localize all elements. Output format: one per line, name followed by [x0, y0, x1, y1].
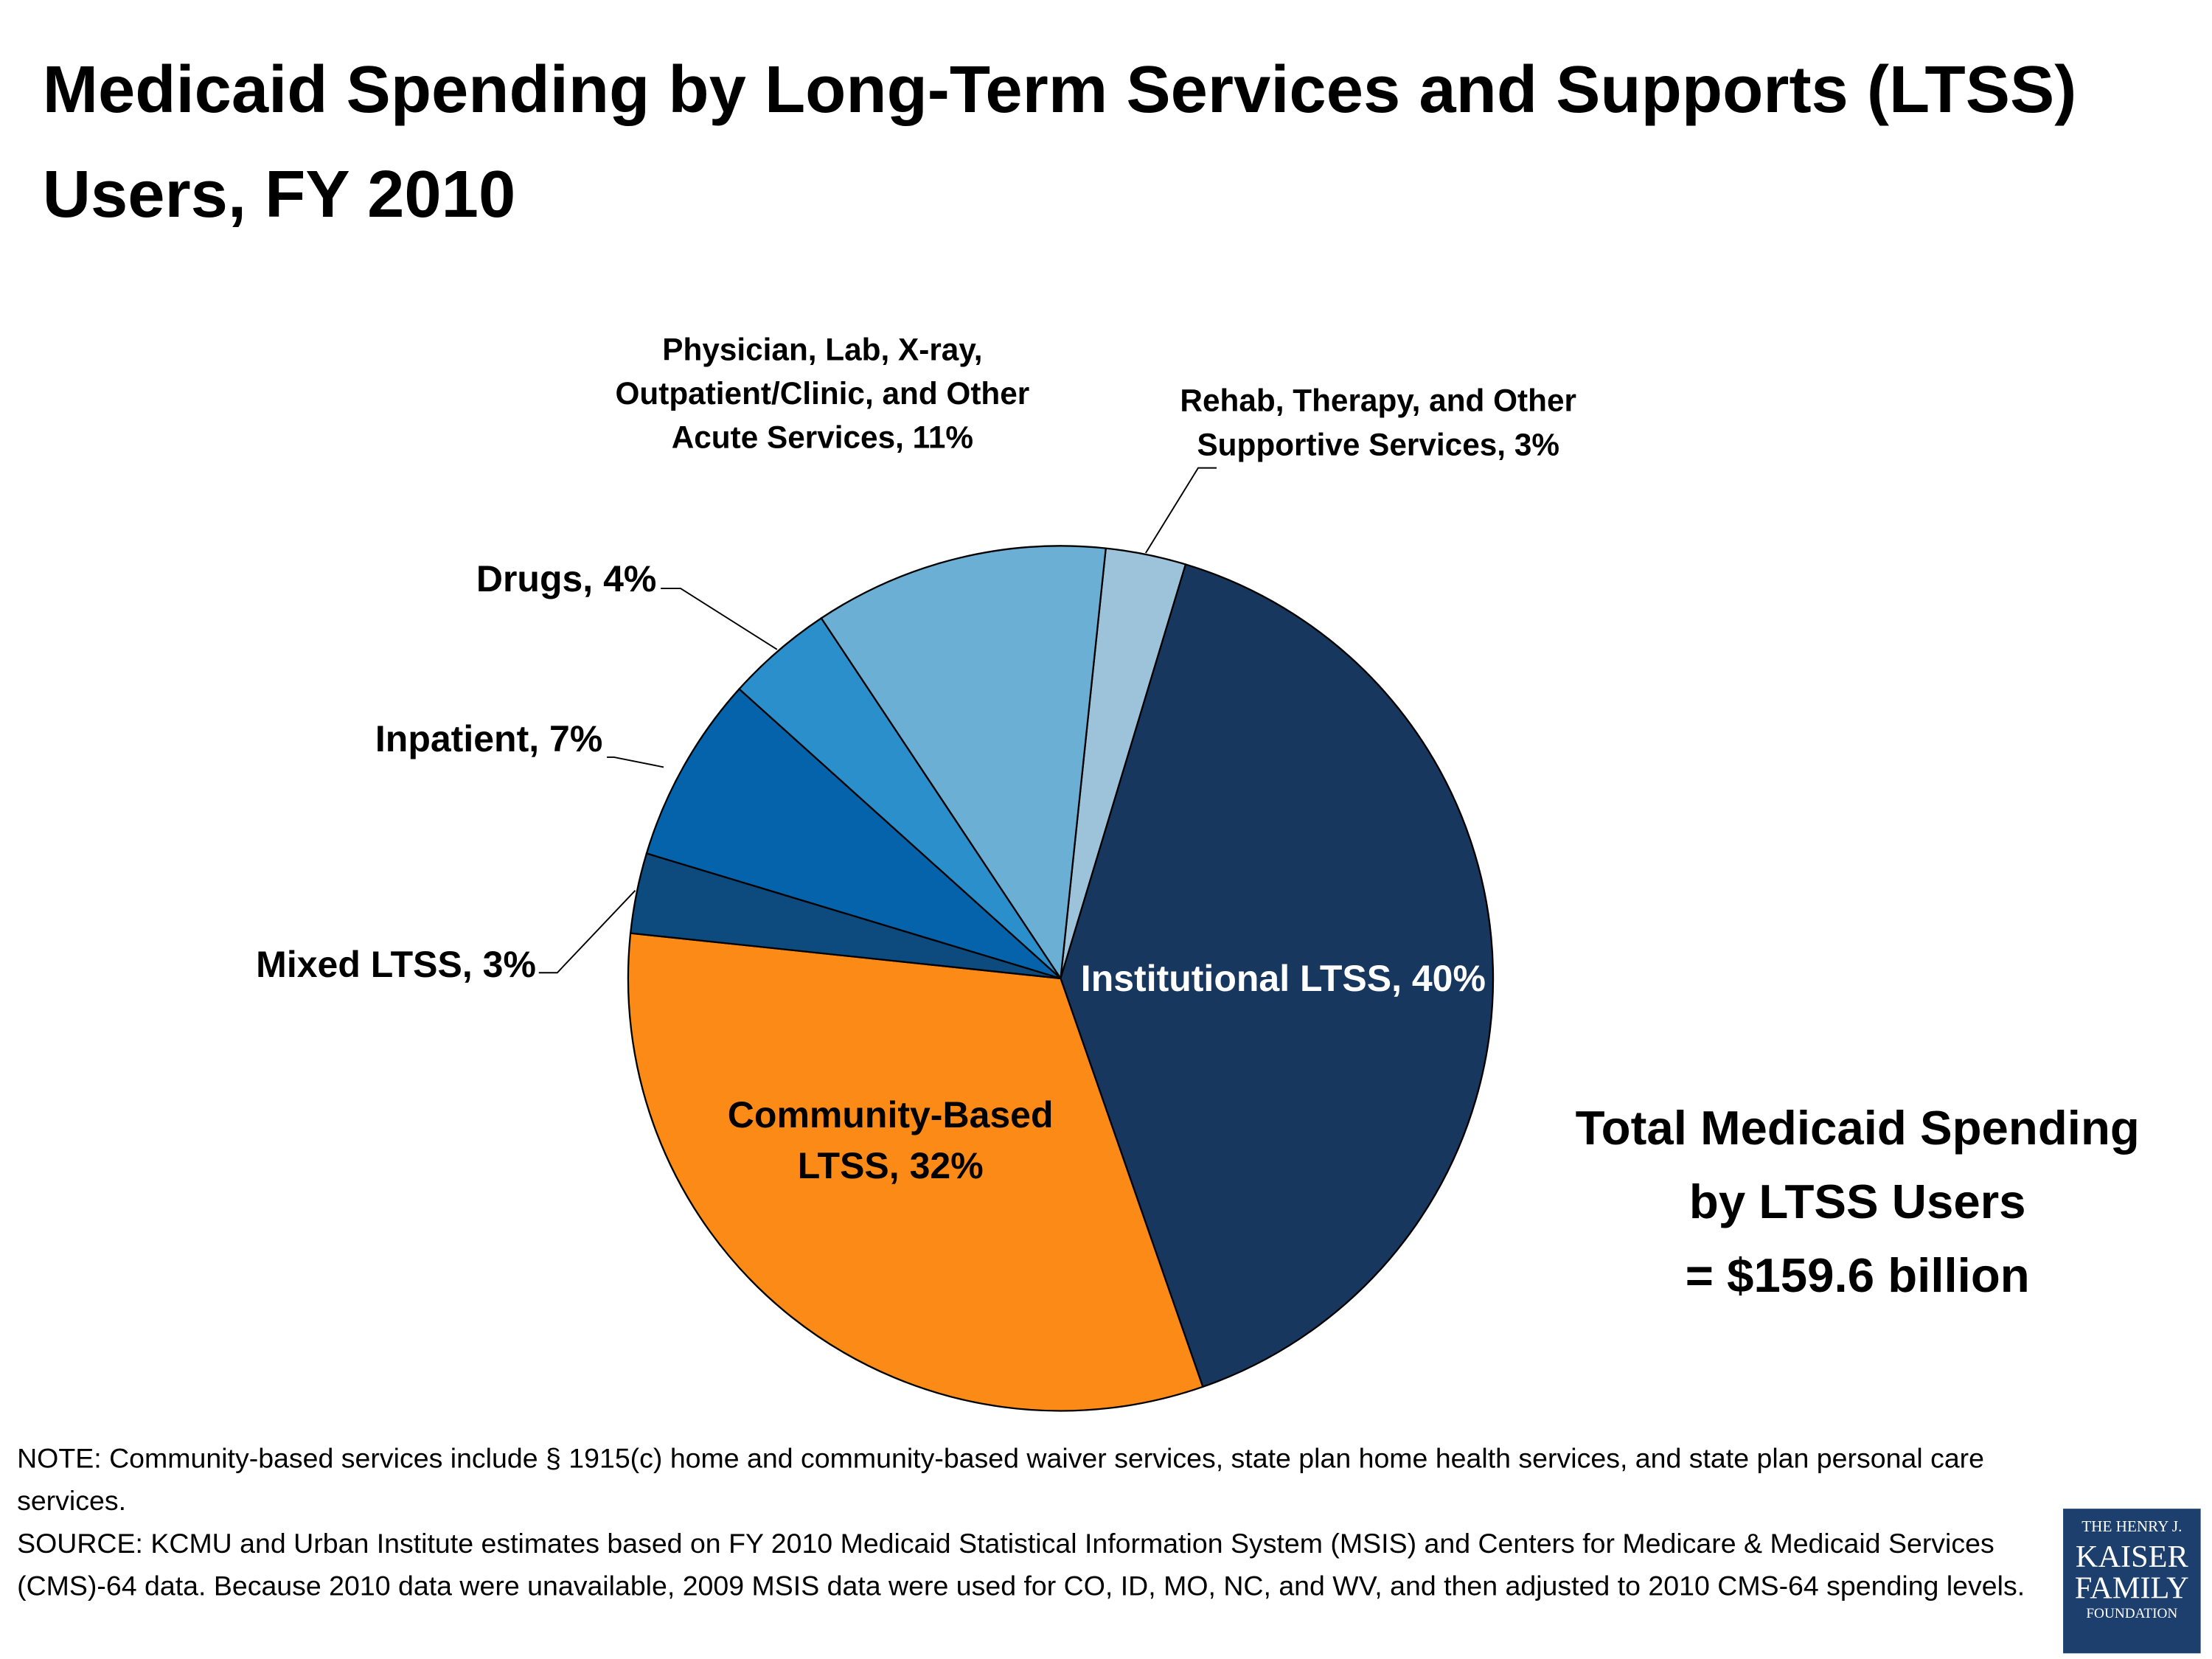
- notes: NOTE: Community-based services include §…: [17, 1438, 2045, 1608]
- slice-label: Physician, Lab, X-ray, Outpatient/Clinic…: [596, 329, 1049, 460]
- category-name: Institutional LTSS,: [1080, 957, 1402, 1000]
- value-label: 3%: [482, 942, 536, 986]
- annotation-line: Total Medicaid Spending: [1575, 1102, 2140, 1156]
- slice-label: Institutional LTSS, 40%: [1071, 953, 1496, 1004]
- slice-label: Mixed LTSS, 3%: [256, 939, 536, 990]
- pie-slice: [627, 932, 1204, 1412]
- leader-line: [1145, 467, 1217, 554]
- leader-line: [607, 756, 664, 768]
- slice-label: Community-Based LTSS, 32%: [678, 1089, 1103, 1192]
- pie-slice: [1060, 563, 1495, 1388]
- value-label: 40%: [1411, 957, 1486, 1000]
- category-name: Inpatient,: [375, 717, 540, 760]
- annotation-line: = $159.6 billion: [1685, 1249, 2030, 1304]
- leader-line: [661, 588, 778, 650]
- total-annotation: Total Medicaid Spending by LTSS Users = …: [1503, 1092, 2212, 1313]
- category-name: Mixed LTSS,: [256, 942, 473, 986]
- logo-text: FAMILY: [2074, 1569, 2189, 1605]
- leader-line: [538, 890, 636, 974]
- slice-label: Rehab, Therapy, and Other Supportive Ser…: [1166, 380, 1591, 467]
- logo-text: FOUNDATION: [2086, 1606, 2178, 1622]
- category-name: Community-Based LTSS,: [727, 1093, 1054, 1188]
- value-label: 7%: [549, 717, 603, 760]
- value-label: 4%: [603, 557, 657, 600]
- pie-slice: [645, 687, 1062, 980]
- logo: THE HENRY J. KAISER FAMILY FOUNDATION: [2063, 1509, 2201, 1654]
- value-label: 11%: [912, 419, 974, 455]
- logo-text: KAISER: [2075, 1538, 2188, 1574]
- logo-text: THE HENRY J.: [2081, 1518, 2183, 1536]
- category-name: Drugs,: [476, 557, 594, 600]
- category-name: Physician, Lab, X-ray, Outpatient/Clinic…: [615, 332, 1030, 455]
- chart-title: Medicaid Spending by Long-Term Services …: [42, 51, 2077, 232]
- slice-label: Drugs, 4%: [476, 553, 657, 605]
- category-name: Rehab, Therapy, and Other Supportive Ser…: [1180, 383, 1577, 462]
- value-label: 3%: [1514, 426, 1559, 462]
- source: SOURCE: KCMU and Urban Institute estimat…: [17, 1528, 2025, 1603]
- value-label: 32%: [909, 1144, 984, 1188]
- note: NOTE: Community-based services include §…: [17, 1443, 1985, 1517]
- slice-label: Inpatient, 7%: [375, 713, 602, 765]
- annotation-line: by LTSS Users: [1688, 1175, 2026, 1230]
- pie-slice: [820, 545, 1107, 981]
